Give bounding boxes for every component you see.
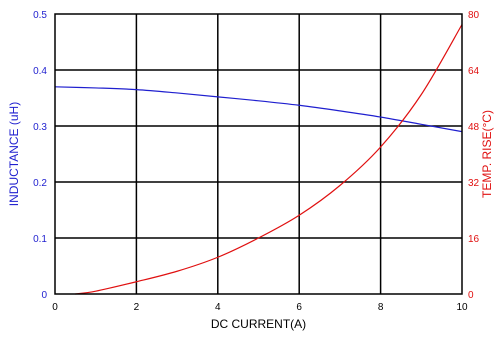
y-right-tick-label: 16	[468, 234, 480, 245]
x-tick-label: 4	[215, 302, 221, 313]
x-tick-label: 8	[378, 302, 384, 313]
series-layer	[54, 24, 463, 295]
x-tick-labels: 0 2 4 6 8 10	[52, 302, 468, 313]
y-left-tick-label: 0	[41, 290, 47, 301]
x-tick-label: 0	[52, 302, 58, 313]
plot-frame	[54, 13, 463, 295]
inductance-line	[54, 86, 463, 133]
y-right-tick-label: 0	[468, 290, 474, 301]
y-right-tick-label: 32	[468, 178, 480, 189]
y-right-tick-label: 80	[468, 10, 480, 21]
y-left-tick-label: 0.1	[33, 234, 47, 245]
x-tick-label: 10	[456, 302, 468, 313]
grid	[55, 14, 462, 294]
y-left-tick-label: 0.3	[33, 122, 47, 133]
y-right-axis-label: TEMP. RISE(°C)	[480, 110, 494, 198]
x-tick-label: 6	[296, 302, 302, 313]
y-left-tick-label: 0.4	[33, 66, 47, 77]
temp-rise-line	[75, 24, 463, 295]
y-right-tick-label: 48	[468, 122, 480, 133]
x-axis-label: DC CURRENT(A)	[211, 317, 306, 331]
y-right-tick-labels: 0 16 32 48 64 80	[468, 10, 480, 301]
y-left-tick-labels: 0 0.1 0.2 0.3 0.4 0.5	[33, 10, 47, 301]
y-left-tick-label: 0.2	[33, 178, 47, 189]
y-left-axis-label: INDUCTANCE (uH)	[7, 102, 21, 206]
y-left-tick-label: 0.5	[33, 10, 47, 21]
x-tick-label: 2	[134, 302, 140, 313]
y-right-tick-label: 64	[468, 66, 480, 77]
